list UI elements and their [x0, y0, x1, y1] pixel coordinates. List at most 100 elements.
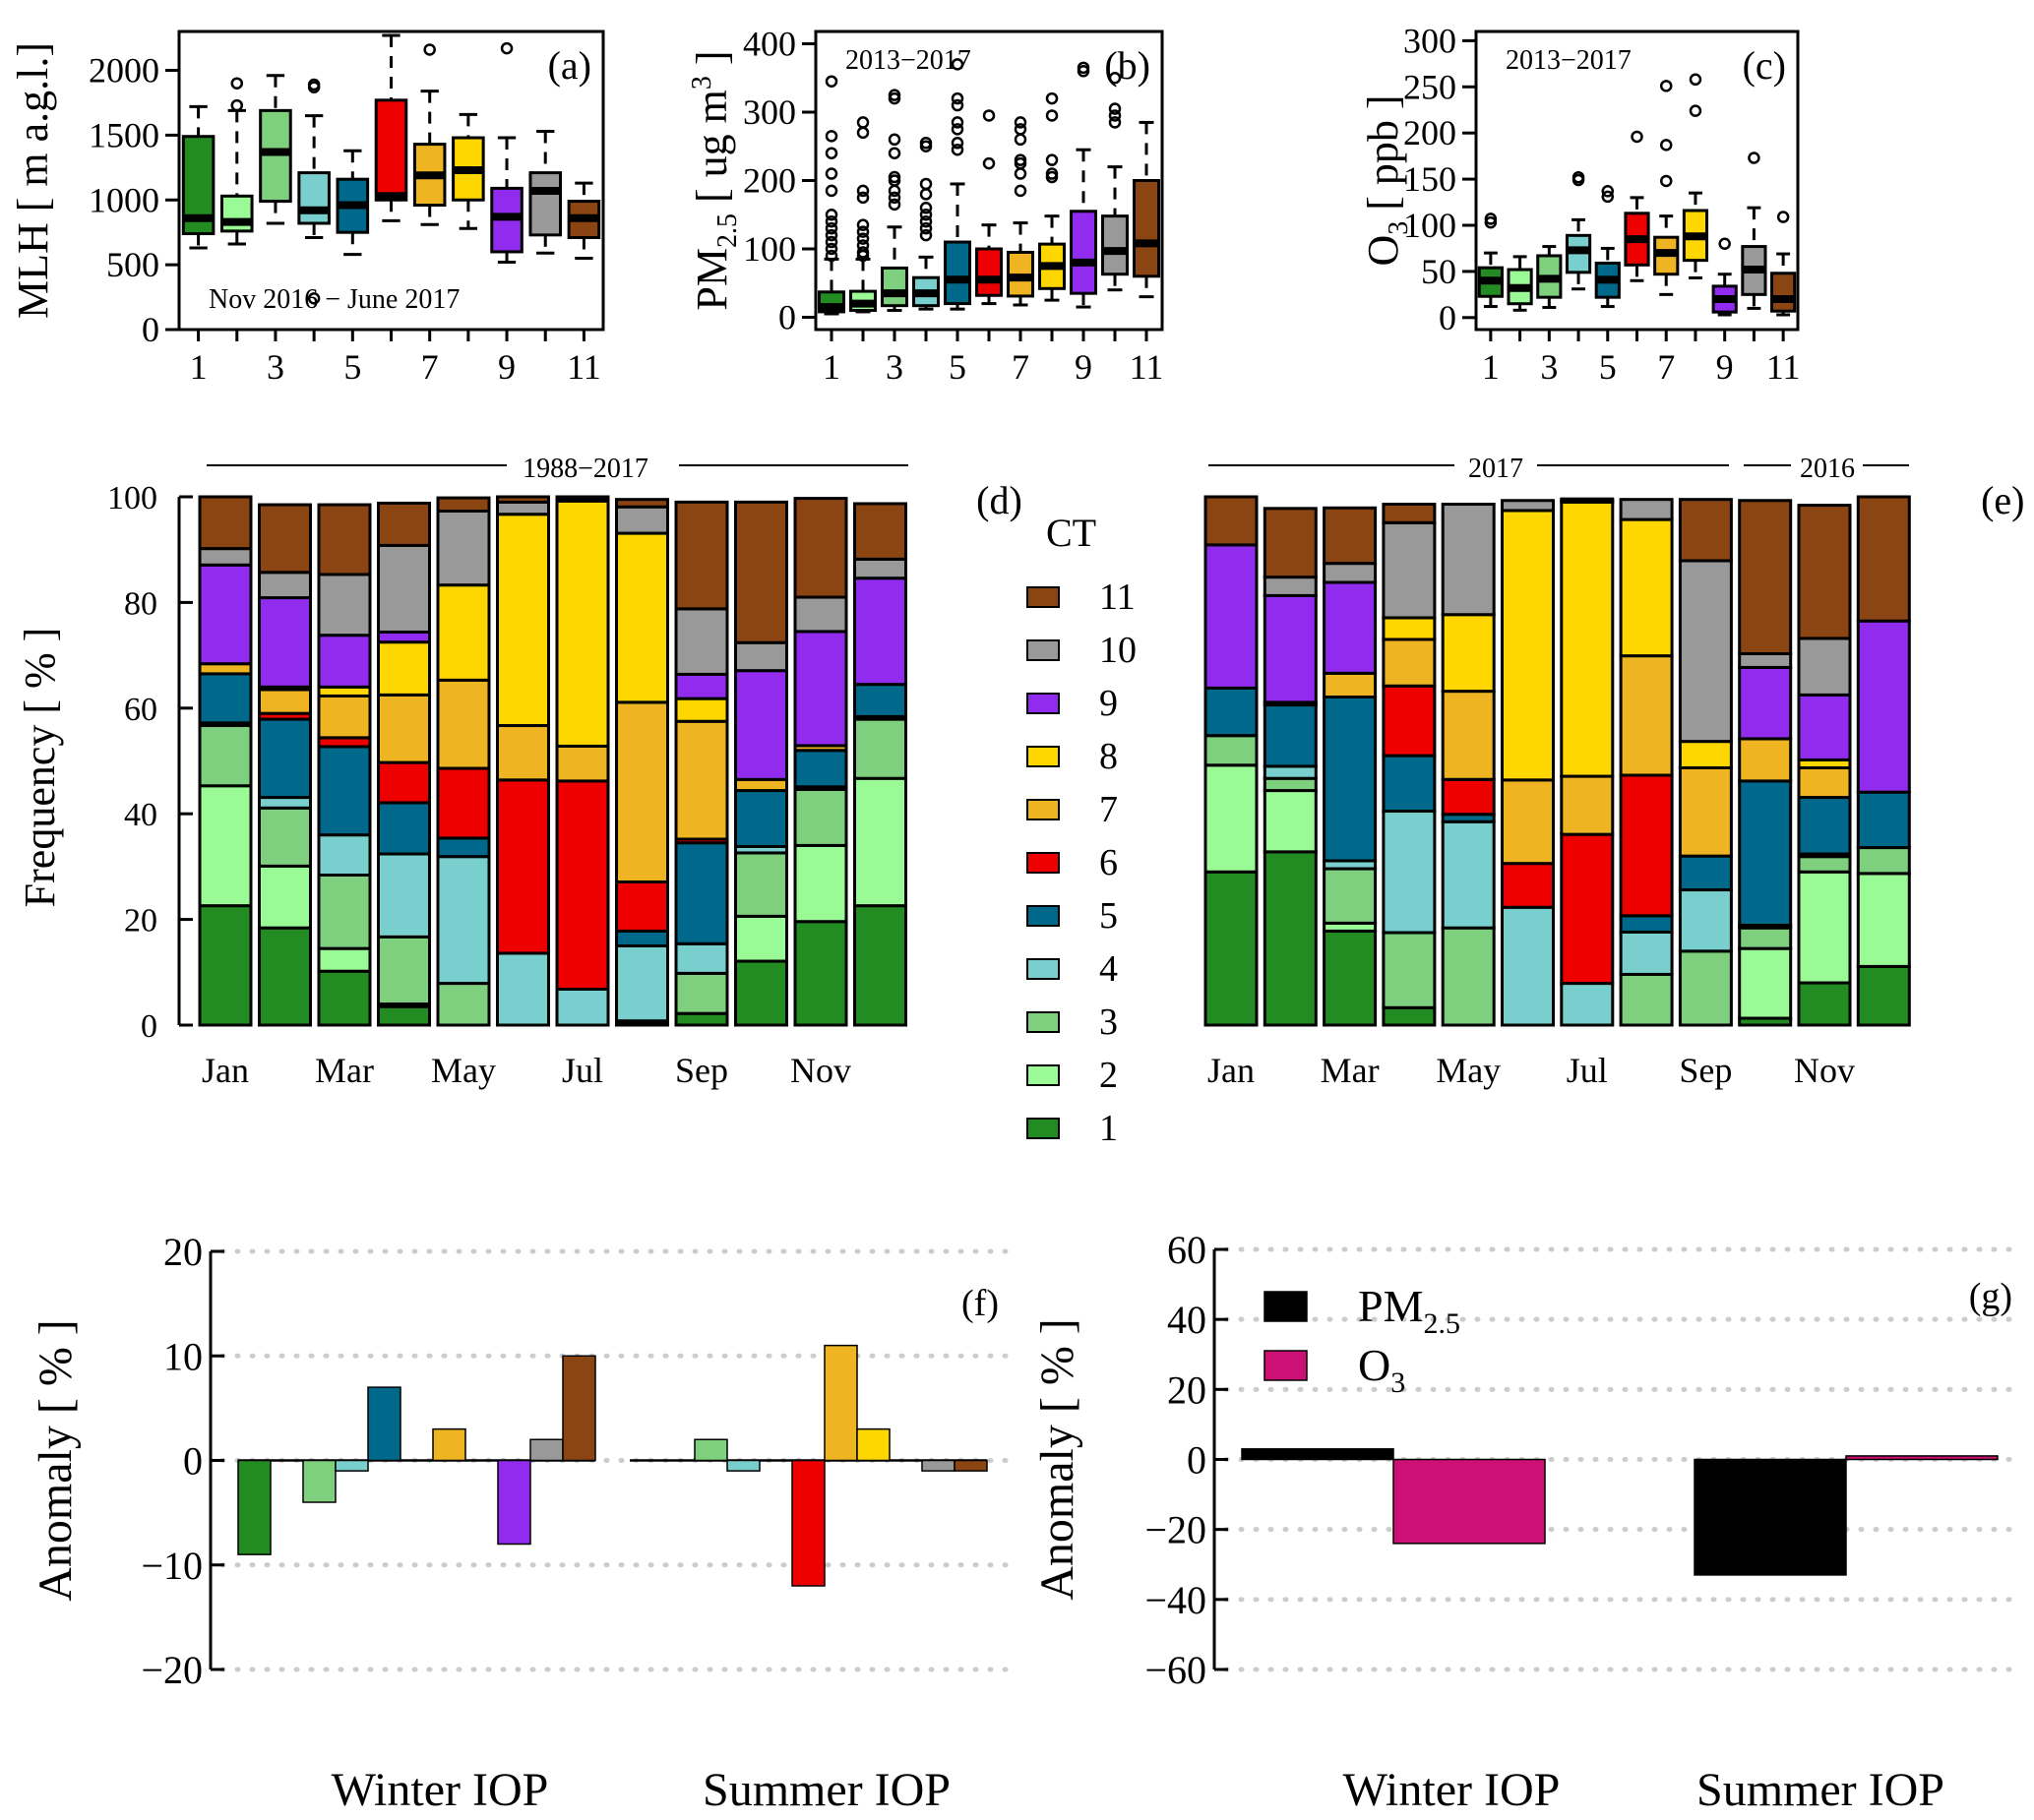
outlier-point	[825, 167, 838, 180]
segment-ct-5	[734, 789, 788, 848]
segment-ct-5	[1323, 696, 1378, 863]
outlier-point	[825, 249, 838, 263]
outlier-point	[230, 98, 244, 112]
legend-swatch-ct-7	[1026, 799, 1060, 820]
segment-ct-6	[377, 760, 431, 805]
outlier-point	[856, 239, 870, 252]
segment-ct-9	[317, 634, 372, 689]
outlier-point	[825, 235, 838, 249]
segment-ct-2	[317, 946, 372, 973]
segment-ct-7	[1560, 774, 1615, 836]
outlier-point	[888, 191, 901, 205]
anomaly-bar-ct-4	[726, 1459, 761, 1472]
outlier-point	[1631, 130, 1643, 144]
box-ct-10	[1101, 214, 1129, 276]
segment-ct-3	[1323, 867, 1378, 925]
box-ct-3	[881, 266, 908, 308]
outlier-point	[1108, 109, 1122, 122]
segment-ct-3	[377, 935, 431, 1006]
legend-entry-label: 5	[1099, 895, 1118, 937]
box-ct-11	[1770, 272, 1797, 313]
y-tick-label: 40	[124, 797, 157, 833]
period-label-2017: 2017	[1468, 454, 1523, 484]
outlier-point	[825, 242, 838, 256]
segment-ct-8	[674, 697, 729, 723]
segment-ct-9	[1738, 665, 1793, 741]
segment-ct-8	[1382, 616, 1437, 641]
segment-ct-9	[1797, 693, 1852, 761]
segment-ct-5	[1619, 914, 1674, 934]
segment-ct-3	[1797, 855, 1852, 874]
segment-ct-6	[1441, 777, 1496, 817]
segment-ct-9	[674, 672, 729, 700]
x-tick-label: Sep	[1679, 1051, 1732, 1090]
x-tick-label: Jan	[1207, 1051, 1255, 1090]
segment-ct-4	[615, 943, 669, 1023]
legend-swatch-ct-2	[1026, 1064, 1060, 1086]
x-tick-label: 9	[498, 347, 516, 387]
segment-ct-7	[258, 688, 312, 715]
segment-ct-11	[555, 495, 610, 501]
segment-ct-11	[1203, 495, 1259, 547]
outlier-point	[919, 202, 933, 214]
segment-ct-6	[1619, 773, 1674, 918]
y-tick-label: 150	[1403, 159, 1456, 199]
anomaly-bar-o3	[1845, 1455, 1999, 1461]
x-tick-label: Jan	[202, 1051, 249, 1090]
segment-ct-2	[1203, 763, 1259, 874]
segment-ct-1	[1203, 870, 1259, 1027]
segment-ct-11	[317, 503, 372, 576]
anomaly-bar-ct-6	[791, 1459, 826, 1587]
segment-ct-10	[615, 505, 669, 535]
outlier-point	[888, 89, 901, 101]
segment-ct-11	[1382, 503, 1437, 524]
stacked-bar-jul	[555, 495, 610, 1027]
outlier-point	[1601, 190, 1615, 204]
outlier-point	[951, 58, 964, 71]
outlier-point	[888, 184, 901, 198]
outlier-point	[919, 188, 933, 201]
stacked-bar-jul	[1560, 497, 1615, 1027]
y-tick-label: 300	[743, 92, 796, 132]
x-tick-label: 1	[1482, 347, 1500, 387]
y-tick-label: 80	[124, 585, 157, 622]
segment-ct-3	[1856, 846, 1911, 876]
segment-ct-3	[853, 717, 907, 780]
stacked-bar-mar	[317, 503, 372, 1027]
segment-ct-1	[1797, 981, 1852, 1027]
anomaly-bar-ct-11	[562, 1355, 596, 1462]
segment-ct-11	[1738, 499, 1793, 655]
segment-ct-10	[1678, 559, 1733, 744]
anomaly-bar-ct-3	[694, 1438, 728, 1462]
y-axis-label: PM2.5 [ ug m3 ]	[687, 50, 743, 310]
segment-ct-5	[198, 672, 253, 725]
outlier-point	[1659, 174, 1673, 188]
segment-ct-2	[1263, 789, 1318, 854]
outlier-point	[1014, 133, 1027, 147]
segment-ct-10	[853, 557, 907, 580]
outlier-point	[919, 208, 933, 221]
y-axis-label: MLH [ m a.g.l.]	[9, 42, 57, 319]
outlier-point	[1484, 215, 1498, 229]
stacked-bar-jun	[496, 495, 550, 1027]
segment-ct-10	[377, 543, 431, 634]
legend-title: CT	[1046, 511, 1096, 555]
legend-entry-label: 10	[1099, 630, 1137, 671]
box-ct-9	[1070, 210, 1097, 295]
outlier-point	[1077, 61, 1090, 75]
segment-ct-10	[436, 509, 491, 587]
anomaly-bar-pm25	[1241, 1448, 1394, 1461]
outlier-point	[919, 137, 933, 150]
y-tick-label: −60	[1144, 1648, 1206, 1692]
x-tick-label: 9	[1716, 347, 1734, 387]
anomaly-bar-o3	[1392, 1458, 1546, 1545]
segment-ct-3	[317, 873, 372, 950]
x-tick-label: 1	[823, 347, 840, 387]
segment-ct-7	[377, 693, 431, 764]
outlier-point	[951, 123, 964, 136]
segment-ct-8	[1560, 500, 1615, 778]
y-tick-label: 250	[1403, 67, 1456, 106]
segment-ct-4	[1560, 982, 1615, 1027]
segment-ct-4	[1263, 764, 1318, 780]
